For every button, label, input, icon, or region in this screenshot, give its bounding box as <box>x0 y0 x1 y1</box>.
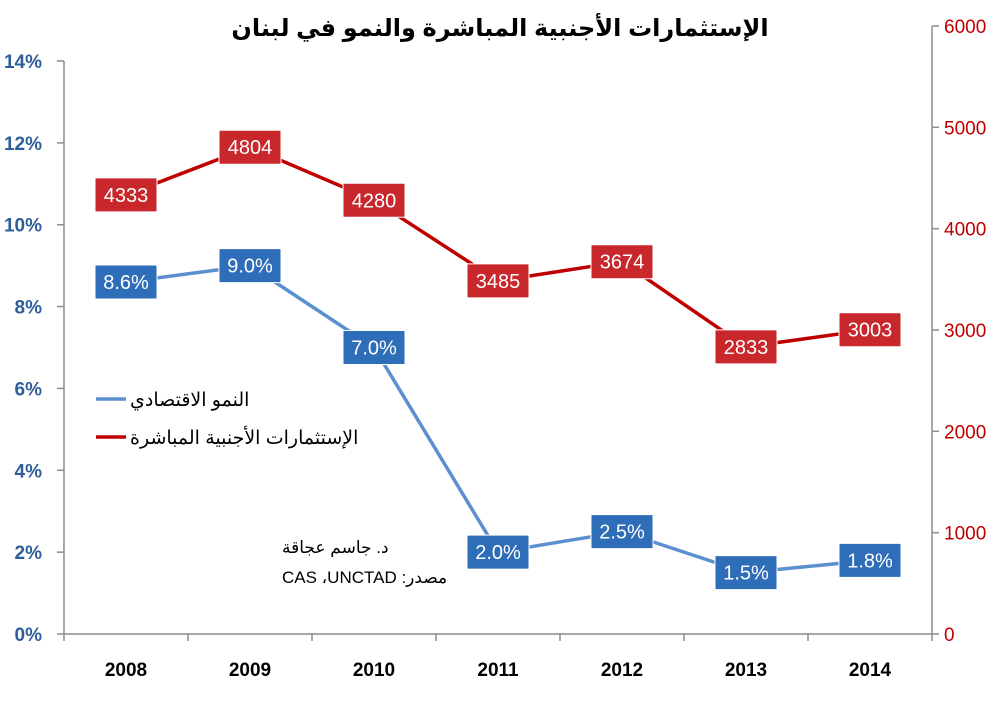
y-tick-label-left: 6% <box>15 379 43 400</box>
data-point-2 <box>94 177 158 213</box>
data-label-2: 3003 <box>848 320 893 342</box>
chart-title: الإستثمارات الأجنبية المباشرة والنمو في … <box>231 13 768 42</box>
x-tick-label: 2013 <box>725 660 767 681</box>
y-tick-label-right: 2000 <box>944 422 986 443</box>
x-tick-label: 2014 <box>849 660 892 681</box>
data-point-2 <box>590 244 654 280</box>
data-point-1 <box>590 514 654 550</box>
y-tick-label-right: 5000 <box>944 118 986 139</box>
data-point-1 <box>218 248 282 284</box>
y-tick-label-left: 14% <box>4 52 42 73</box>
y-tick-label-right: 4000 <box>944 220 986 241</box>
y-tick-label-right: 3000 <box>944 321 986 342</box>
data-point-1 <box>838 542 902 578</box>
series-line-2 <box>125 145 871 349</box>
data-label-1: 8.6% <box>103 272 149 294</box>
legend-label-2: الإستثمارات الأجنبية المباشرة <box>130 426 358 449</box>
data-label-1: 2.5% <box>599 522 645 544</box>
y-tick-label-right: 1000 <box>944 524 986 545</box>
data-point-2 <box>342 182 406 218</box>
data-label-2: 4333 <box>104 185 149 207</box>
y-tick-label-left: 8% <box>15 298 43 319</box>
source-author: د. جاسم عجاقة <box>282 538 389 558</box>
y-tick-label-left: 0% <box>15 625 43 646</box>
data-label-1: 1.8% <box>847 550 893 572</box>
legend-label-1: النمو الاقتصادي <box>130 390 249 411</box>
data-point-1 <box>714 555 778 591</box>
x-tick-label: 2010 <box>353 660 395 681</box>
data-point-2 <box>466 263 530 299</box>
y-tick-label-left: 10% <box>4 216 42 237</box>
y-tick-label-left: 4% <box>15 461 43 482</box>
data-label-2: 3485 <box>476 271 521 293</box>
data-label-2: 4804 <box>228 137 273 159</box>
x-tick-label: 2009 <box>229 660 271 681</box>
legend: النمو الاقتصادي الإستثمارات الأجنبية المب… <box>96 390 358 449</box>
data-point-2 <box>714 329 778 365</box>
x-tick-label: 2011 <box>477 660 519 681</box>
source-text: مصدر: CAS ،UNCTAD <box>282 568 447 587</box>
source-note: د. جاسم عجاقة مصدر: CAS ،UNCTAD <box>282 538 447 587</box>
data-label-1: 9.0% <box>227 256 273 278</box>
axes: 0% 2% 4% 6% 8% 10% 12% 14% 0 1000 2000 3000 4000 5000… <box>4 17 986 681</box>
data-point-1 <box>342 330 406 365</box>
y-tick-label-left: 2% <box>15 543 43 564</box>
y-tick-label-left: 12% <box>4 134 42 155</box>
x-tick-label: 2008 <box>105 660 147 681</box>
data-point-1 <box>94 264 158 300</box>
y-tick-label-right: 0 <box>944 625 955 646</box>
data-label-2: 3674 <box>600 252 645 274</box>
data-point-2 <box>218 129 282 165</box>
data-label-1: 7.0% <box>351 338 397 360</box>
x-tick-label: 2012 <box>601 660 643 681</box>
series: 8.6% 9.0% 7.0% 2.0% 2.5% 1.5% 1.8% 4333 4804 4280… <box>94 129 902 591</box>
data-point-2 <box>838 312 902 348</box>
data-label-2: 2833 <box>724 337 769 359</box>
data-label-2: 4280 <box>352 190 397 212</box>
data-label-1: 1.5% <box>723 563 769 585</box>
data-label-1: 2.0% <box>475 542 521 564</box>
y-tick-label-right: 6000 <box>944 17 986 38</box>
data-point-1 <box>466 534 530 570</box>
series-line-1 <box>125 263 871 575</box>
